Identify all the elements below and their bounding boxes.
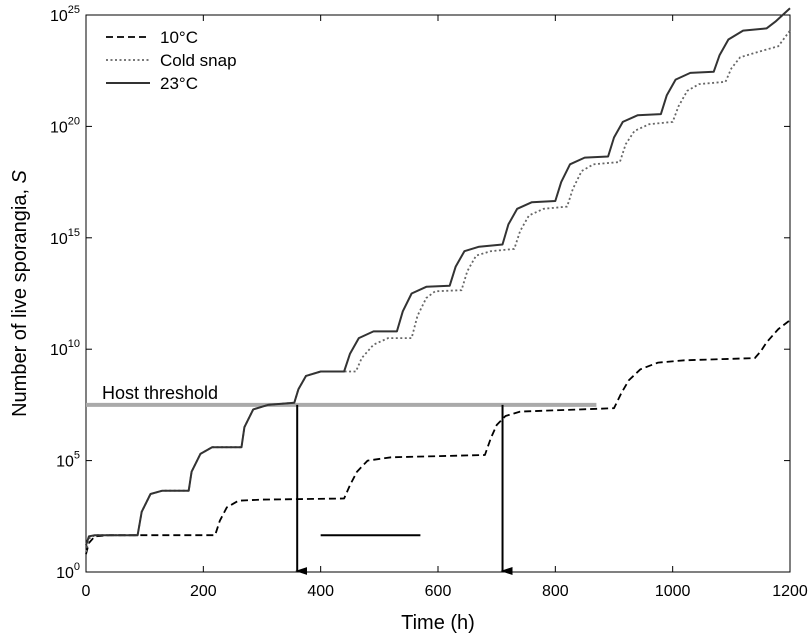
y-tick-exponent: 10	[68, 338, 80, 350]
y-axis-label-var: S	[9, 169, 31, 183]
y-tick-label: 1015	[50, 227, 80, 248]
host-threshold-label: Host threshold	[102, 383, 218, 403]
axes-frame	[85, 14, 791, 573]
y-axis-label-text: Number of live sporangia,	[9, 183, 31, 416]
x-tick-label: 600	[425, 583, 452, 600]
y-tick-base: 10	[50, 119, 68, 136]
legend-label: 10°C	[160, 28, 198, 47]
y-tick-exponent: 25	[68, 4, 80, 16]
legend-label: Cold snap	[160, 51, 237, 70]
series-line-0	[85, 319, 791, 555]
y-tick-label: 105	[56, 450, 80, 471]
x-tick-label: 800	[542, 583, 569, 600]
y-tick-base: 10	[50, 231, 68, 248]
y-tick-label: 1025	[50, 4, 80, 25]
x-tick-label: 0	[82, 583, 91, 600]
x-tick-label: 1200	[772, 583, 808, 600]
y-tick-label: 100	[56, 561, 80, 582]
series-line-2	[85, 7, 791, 546]
y-axis-label: Number of live sporangia, S	[9, 169, 31, 416]
x-tick-label: 1000	[655, 583, 691, 600]
legend-label: 23°C	[160, 74, 198, 93]
x-tick-label: 200	[190, 583, 217, 600]
y-tick-exponent: 20	[68, 115, 80, 127]
y-tick-label: 1010	[50, 338, 80, 359]
x-axis-label: Time (h)	[401, 612, 475, 634]
y-tick-base: 10	[56, 565, 74, 582]
x-tick-label: 400	[307, 583, 334, 600]
y-tick-base: 10	[56, 454, 74, 471]
plot-area: 0 200 400 600 800 1000 12001001051010101510201…	[50, 4, 808, 600]
y-tick-exponent: 0	[74, 561, 80, 573]
y-tick-label: 1020	[50, 115, 80, 136]
y-tick-base: 10	[50, 342, 68, 359]
y-tick-base: 10	[50, 8, 68, 25]
y-tick-exponent: 15	[68, 227, 80, 239]
y-tick-exponent: 5	[74, 450, 80, 462]
